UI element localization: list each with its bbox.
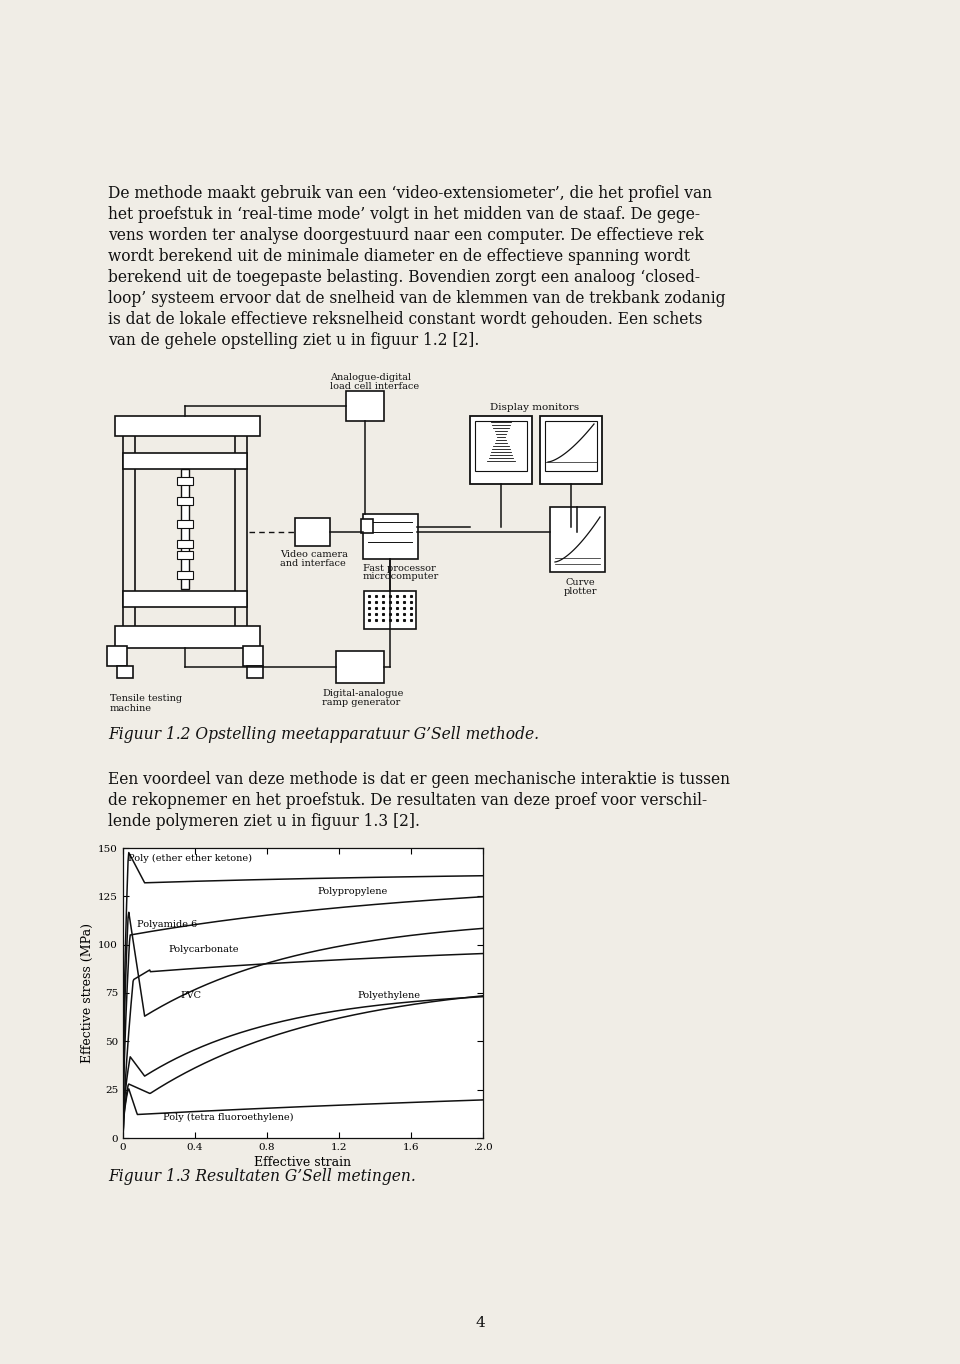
Bar: [115, 626, 260, 648]
Text: Video camera: Video camera: [280, 550, 348, 559]
Text: Polycarbonate: Polycarbonate: [168, 945, 238, 953]
Bar: [115, 416, 260, 436]
Bar: [336, 651, 384, 683]
Text: load cell interface: load cell interface: [330, 382, 420, 391]
Text: Een voordeel van deze methode is dat er geen mechanische interaktie is tussen: Een voordeel van deze methode is dat er …: [108, 771, 730, 788]
Text: Poly (tetra fluoroethylene): Poly (tetra fluoroethylene): [162, 1113, 293, 1123]
Bar: [475, 421, 527, 471]
Text: Poly (ether ether ketone): Poly (ether ether ketone): [129, 854, 252, 863]
Bar: [123, 453, 247, 469]
Bar: [117, 666, 133, 678]
Text: wordt berekend uit de minimale diameter en de effectieve spanning wordt: wordt berekend uit de minimale diameter …: [108, 248, 690, 265]
X-axis label: Effective strain: Effective strain: [254, 1157, 351, 1169]
Bar: [364, 591, 416, 629]
Text: Curve: Curve: [565, 578, 595, 587]
Text: Polyethylene: Polyethylene: [357, 992, 420, 1000]
Bar: [177, 496, 193, 505]
Text: microcomputer: microcomputer: [363, 572, 440, 581]
Bar: [540, 416, 602, 484]
Text: Fast processor: Fast processor: [363, 563, 436, 573]
Text: berekend uit de toegepaste belasting. Bovendien zorgt een analoog ‘closed-: berekend uit de toegepaste belasting. Bo…: [108, 269, 700, 286]
Bar: [177, 551, 193, 559]
Text: Tensile testing: Tensile testing: [110, 694, 182, 702]
Bar: [177, 477, 193, 486]
Text: het proefstuk in ‘real-time mode’ volgt in het midden van de staaf. De gege-: het proefstuk in ‘real-time mode’ volgt …: [108, 206, 700, 222]
Text: lende polymeren ziet u in figuur 1.3 [2].: lende polymeren ziet u in figuur 1.3 [2]…: [108, 813, 420, 831]
Text: Digital-analogue: Digital-analogue: [322, 689, 403, 698]
Text: Display monitors: Display monitors: [490, 402, 579, 412]
Bar: [363, 514, 418, 559]
Text: is dat de lokale effectieve reksnelheid constant wordt gehouden. Een schets: is dat de lokale effectieve reksnelheid …: [108, 311, 703, 327]
Bar: [295, 518, 330, 546]
Bar: [361, 518, 373, 533]
Text: van de gehele opstelling ziet u in figuur 1.2 [2].: van de gehele opstelling ziet u in figuu…: [108, 331, 479, 349]
Text: Analogue-digital: Analogue-digital: [330, 372, 411, 382]
Text: 4: 4: [475, 1316, 485, 1330]
Bar: [243, 647, 263, 666]
Text: de rekopnemer en het proefstuk. De resultaten van deze proef voor verschil-: de rekopnemer en het proefstuk. De resul…: [108, 792, 708, 809]
Text: De methode maakt gebruik van een ‘video-extensiometer’, die het profiel van: De methode maakt gebruik van een ‘video-…: [108, 186, 712, 202]
Text: Polypropylene: Polypropylene: [318, 887, 388, 896]
Bar: [545, 421, 597, 471]
Bar: [177, 540, 193, 548]
Bar: [181, 469, 189, 589]
Text: plotter: plotter: [564, 587, 597, 596]
Bar: [470, 416, 532, 484]
Y-axis label: Effective stress (MPa): Effective stress (MPa): [81, 923, 94, 1063]
Bar: [123, 591, 247, 607]
Text: ramp generator: ramp generator: [322, 698, 400, 707]
Bar: [123, 426, 135, 647]
Text: Figuur 1.3 Resultaten G’Sell metingen.: Figuur 1.3 Resultaten G’Sell metingen.: [108, 1168, 416, 1185]
Bar: [177, 520, 193, 528]
Text: and interface: and interface: [280, 559, 346, 567]
Bar: [177, 572, 193, 578]
Text: PVC: PVC: [180, 992, 202, 1000]
Text: machine: machine: [110, 704, 152, 713]
Text: Figuur 1.2 Opstelling meetapparatuur G’Sell methode.: Figuur 1.2 Opstelling meetapparatuur G’S…: [108, 726, 539, 743]
Bar: [107, 647, 127, 666]
Text: loop’ systeem ervoor dat de snelheid van de klemmen van de trekbank zodanig: loop’ systeem ervoor dat de snelheid van…: [108, 291, 726, 307]
Text: vens worden ter analyse doorgestuurd naar een computer. De effectieve rek: vens worden ter analyse doorgestuurd naa…: [108, 226, 704, 244]
Bar: [550, 507, 605, 572]
Text: Polyamide 6: Polyamide 6: [137, 919, 198, 929]
Bar: [235, 426, 247, 647]
Bar: [346, 391, 384, 421]
Bar: [247, 666, 263, 678]
